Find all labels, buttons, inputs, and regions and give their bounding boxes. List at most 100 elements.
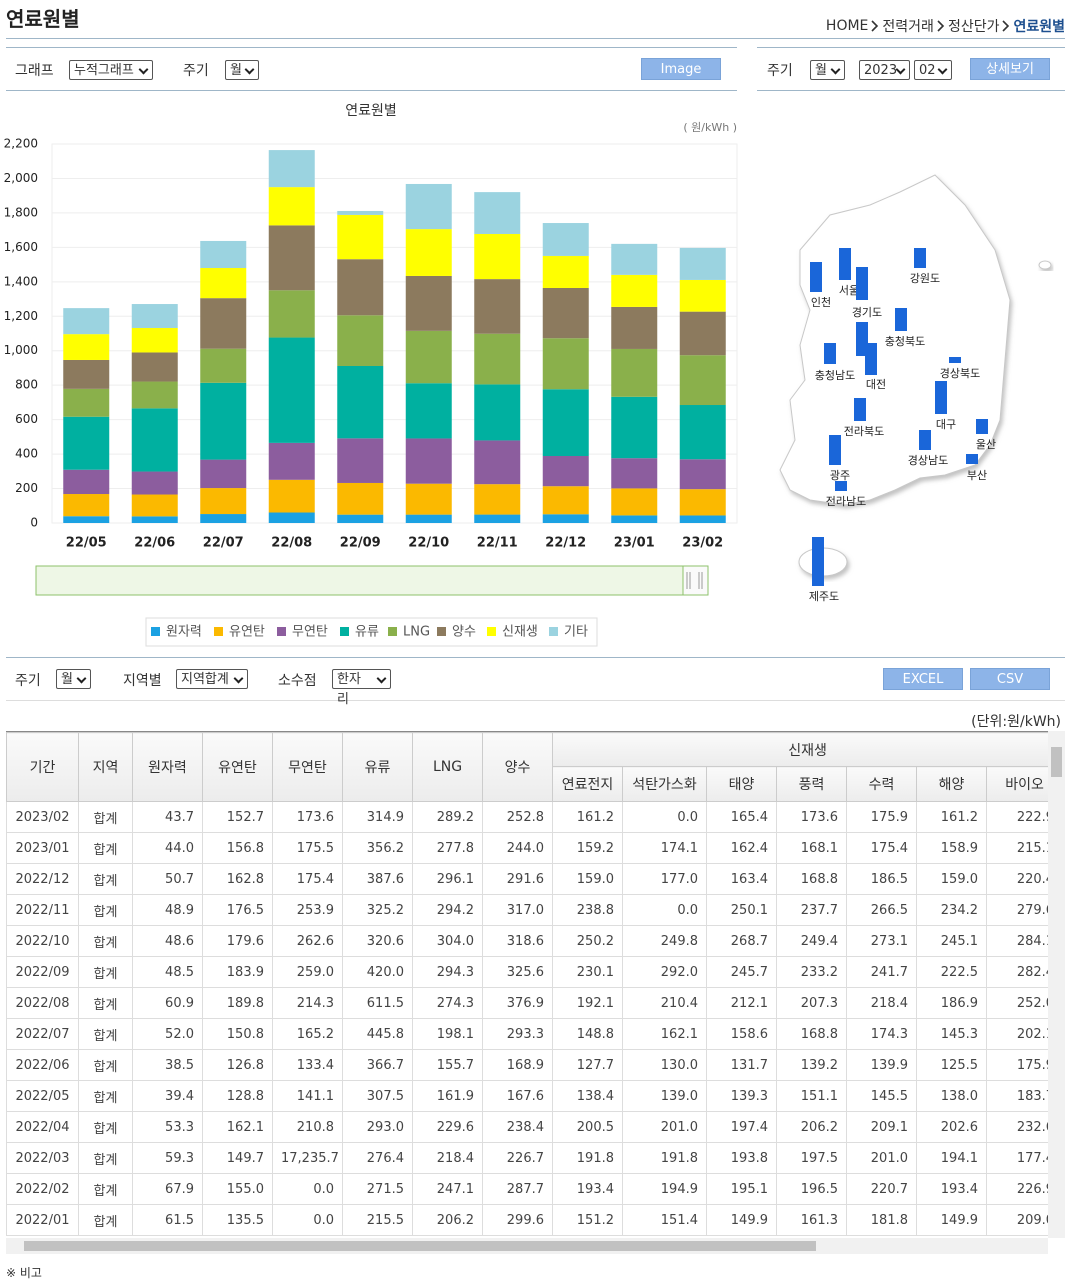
table-cell: 232.6	[985, 1111, 1048, 1143]
bar-segment	[542, 287, 589, 339]
bar-segment	[405, 330, 452, 384]
table-cell: 165.4	[706, 801, 777, 833]
bar-segment	[679, 515, 726, 523]
map-label: 전라남도	[826, 495, 866, 508]
graph-select[interactable]: 누적그래프	[69, 60, 153, 80]
table-cell: 194.1	[916, 1142, 987, 1174]
image-button[interactable]: Image	[641, 58, 721, 80]
column-header: 석탄가스화	[622, 766, 707, 802]
table-cell: 131.7	[706, 1049, 777, 1081]
bar-segment	[63, 308, 110, 335]
table-cell: 145.3	[916, 1018, 987, 1050]
legend-swatch	[437, 627, 446, 636]
x-tick-label: 22/08	[271, 536, 312, 551]
bar-segment	[611, 274, 658, 307]
bar-segment	[63, 516, 110, 523]
decimal-select[interactable]: 한자리	[332, 669, 391, 707]
legend-label: 양수	[452, 625, 476, 640]
legend-label: 기타	[564, 625, 588, 640]
table-cell: 284.1	[985, 925, 1048, 957]
map-bar	[949, 357, 961, 363]
breadcrumb-item[interactable]: 전력거래	[882, 19, 934, 35]
table-cell: 247.1	[412, 1173, 483, 1205]
bar-segment	[337, 482, 384, 515]
table-cell: 151.2	[552, 1204, 623, 1236]
table-cell: 201.0	[846, 1142, 917, 1174]
year-select[interactable]: 2023	[859, 60, 910, 80]
table-cell: 273.1	[846, 925, 917, 957]
table-cell: 163.4	[706, 863, 777, 895]
decimal-label: 소수점	[278, 673, 317, 689]
bar-segment	[679, 279, 726, 312]
table-cell: 238.4	[482, 1111, 553, 1143]
month-select[interactable]: 02	[914, 60, 952, 80]
map-period-select[interactable]: 월	[810, 60, 845, 80]
table-cell: 합계	[78, 987, 133, 1019]
table-cell: 148.8	[552, 1018, 623, 1050]
table-cell: 합계	[78, 1142, 133, 1174]
map-bar	[854, 398, 866, 421]
breadcrumb-item[interactable]: 연료원별	[1013, 19, 1065, 35]
bar-segment	[200, 240, 247, 269]
v-scrollbar[interactable]	[1048, 731, 1065, 1238]
table-cell: 209.0	[985, 1204, 1048, 1236]
y-tick-label: 1,600	[4, 240, 38, 254]
table-period-select[interactable]: 월	[56, 669, 91, 689]
bar-segment	[200, 348, 247, 383]
excel-button[interactable]: EXCEL	[883, 668, 963, 690]
chart-unit: ( 원/kWh )	[683, 121, 737, 134]
csv-button[interactable]: CSV	[970, 668, 1050, 690]
table-cell: 268.7	[706, 925, 777, 957]
bar-segment	[268, 290, 315, 338]
breadcrumb: HOME 전력거래 정산단가 연료원별	[826, 16, 1065, 36]
table-cell: 207.3	[776, 987, 847, 1019]
bar-segment	[63, 359, 110, 389]
h-scrollbar[interactable]	[6, 1238, 1048, 1254]
table-cell: 234.2	[916, 894, 987, 926]
region-select[interactable]: 지역합계	[176, 669, 248, 689]
table-cell: 합계	[78, 1173, 133, 1205]
table-cell: 181.8	[846, 1204, 917, 1236]
table-cell: 151.4	[622, 1204, 707, 1236]
range-slider[interactable]	[35, 565, 709, 596]
detail-button[interactable]: 상세보기	[970, 58, 1050, 80]
bar-segment	[131, 516, 178, 523]
bar-segment	[405, 438, 452, 484]
table-row: 2022/03 합계 59.3 149.7 17,235.7 276.4 218.4 226.…	[6, 1142, 1048, 1174]
table-cell: 266.5	[846, 894, 917, 926]
table-cell: 61.5	[132, 1204, 203, 1236]
breadcrumb-item[interactable]: 정산단가	[947, 19, 1000, 35]
map-bar	[935, 381, 947, 414]
bar-segment	[611, 515, 658, 523]
map-label: 광주	[830, 469, 850, 482]
bar-segment	[268, 187, 315, 226]
map-period-label: 주기	[767, 63, 793, 79]
table-cell: 289.2	[412, 801, 483, 833]
table-cell: 162.1	[622, 1018, 707, 1050]
table-cell: 249.4	[776, 925, 847, 957]
bar-segment	[405, 229, 452, 276]
bar-segment	[679, 247, 726, 280]
table-cell: 253.9	[272, 894, 343, 926]
table-cell: 193.4	[916, 1173, 987, 1205]
table-cell: 174.1	[622, 832, 707, 864]
bar-segment	[679, 355, 726, 406]
table-cell: 206.2	[412, 1204, 483, 1236]
period-select[interactable]: 월	[225, 60, 259, 80]
column-header: 기간	[6, 732, 79, 802]
table-cell: 합계	[78, 956, 133, 988]
bar-segment	[405, 483, 452, 515]
range-handle[interactable]	[682, 565, 709, 596]
table-cell: 2022/09	[6, 956, 79, 988]
bar-segment	[611, 488, 658, 516]
table-head: 기간 지역 원자력 유연탄 무연탄 유류 LNG 양수 신재생 연료전지 석탄가스화 태양 풍력 수력 해양…	[6, 732, 1048, 802]
breadcrumb-item[interactable]: HOME	[825, 18, 869, 34]
table-cell: 149.9	[706, 1204, 777, 1236]
table-cell: 325.2	[342, 894, 413, 926]
table-cell: 230.1	[552, 956, 623, 988]
table-cell: 합계	[78, 801, 133, 833]
map-bar	[829, 435, 841, 465]
map-label: 부산	[967, 469, 987, 482]
table-cell: 합계	[78, 832, 133, 864]
table-cell: 2022/03	[6, 1142, 79, 1174]
